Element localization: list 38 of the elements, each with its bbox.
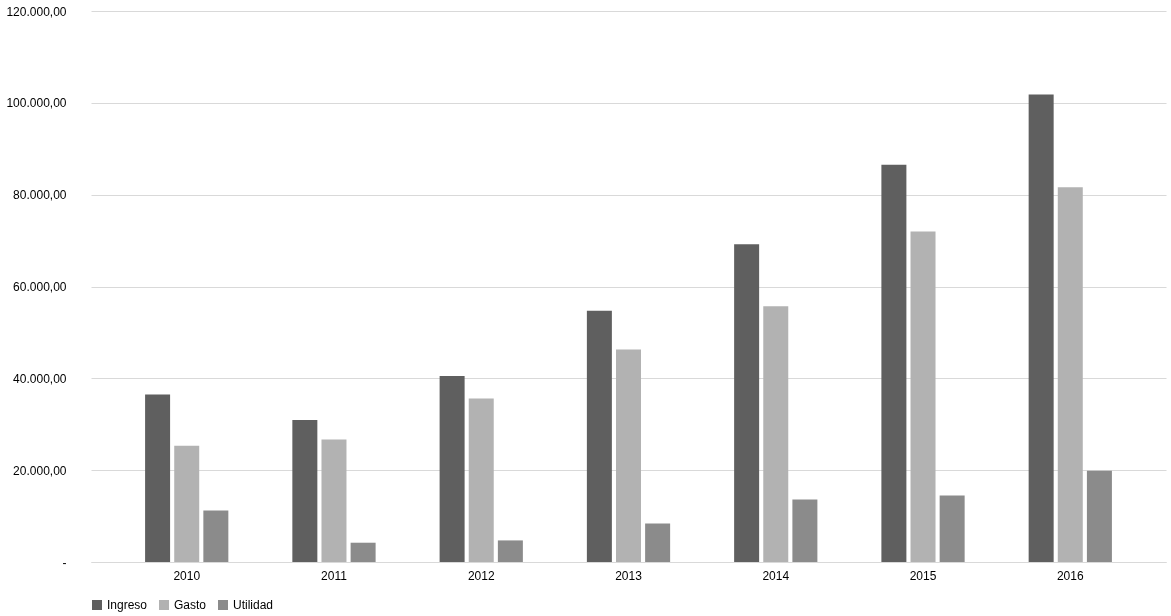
bar [645,523,671,562]
bar [792,499,818,562]
bar [586,310,612,562]
bar [1057,187,1083,562]
bar [468,398,494,562]
legend-label: Gasto [174,598,207,612]
bar [350,542,376,562]
x-tick-label: 2010 [173,568,201,583]
bar [321,439,347,562]
x-tick-label: 2015 [909,568,937,583]
y-tick-label: 80.000,00 [13,188,67,203]
x-tick-label: 2011 [321,568,348,583]
y-tick-label: 120.000,00 [6,4,67,19]
bar [616,349,641,562]
bar [1028,94,1054,562]
y-tick-label: 20.000,00 [13,463,67,478]
legend-label: Utilidad [233,598,274,612]
bar [497,540,523,562]
x-tick-label: 2014 [762,568,790,583]
x-tick-label: 2013 [615,568,643,583]
bar [881,164,907,562]
y-tick-label: - [62,555,67,570]
y-tick-label: 100.000,00 [6,96,67,111]
bar [763,306,789,562]
x-tick-label: 2012 [467,568,495,583]
x-tick-label: 2016 [1056,568,1084,583]
bar [939,495,965,562]
y-tick-label: 60.000,00 [13,280,67,294]
bar [174,445,200,562]
bar [1086,470,1112,562]
y-tick-label: 40.000,00 [13,371,67,386]
bar [203,510,229,562]
bar [292,420,318,562]
legend-label: Ingreso [107,598,148,612]
bar [910,231,936,562]
bar [145,394,171,562]
bar [439,376,465,562]
bar [734,244,760,562]
